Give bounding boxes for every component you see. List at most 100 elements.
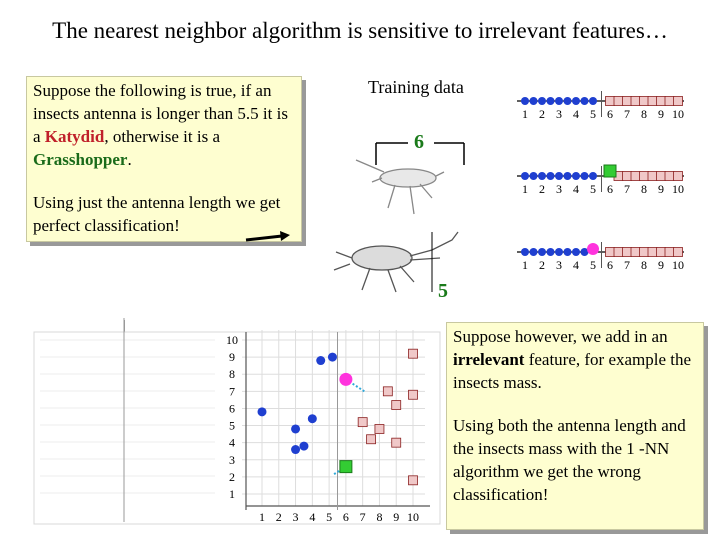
scatter-y-tick: 9 — [229, 350, 235, 364]
number-line-3-grasshopper-point — [538, 248, 546, 256]
scatter-query-green — [339, 460, 353, 474]
number-line-2-grasshopper-point — [529, 172, 538, 180]
number-line-1-tick-label: 4 — [573, 107, 579, 121]
slide-title: The nearest neighbor algorithm is sensit… — [52, 18, 668, 43]
number-line-3-katydid-point — [673, 247, 683, 257]
number-line-2-grasshopper-point — [572, 172, 580, 180]
number-line-1-grasshopper-point — [546, 97, 555, 105]
scatter-y-tick: 10 — [226, 333, 238, 347]
number-line-3-katydid-point — [630, 247, 641, 257]
training-data-label: Training data — [368, 77, 464, 97]
scatter-x-tick: 10 — [407, 510, 419, 524]
number-line-2-katydid-point — [622, 171, 632, 181]
scatter-grasshopper-point — [327, 352, 337, 362]
katydid-icon — [333, 231, 459, 293]
scatter-x-tick: 3 — [293, 510, 299, 524]
number-line-3-grasshopper-point — [521, 248, 529, 256]
number-line-2-grasshopper-point — [521, 172, 529, 180]
number-line-3-tick-label: 4 — [573, 258, 579, 272]
number-line-3-katydid-point — [656, 247, 666, 257]
number-line-1-katydid-point — [664, 96, 675, 106]
number-line-1-grasshopper-point — [521, 97, 529, 105]
number-line-2-katydid-point — [664, 171, 675, 181]
number-line-2-katydid-point — [656, 171, 666, 181]
irrelevant-feature-box: Suppose however, we add in an irrelevant… — [446, 322, 704, 530]
scatter-y-tick: 4 — [229, 436, 235, 450]
scatter-x-tick: 4 — [309, 510, 315, 524]
number-line-2-tick-label: 3 — [556, 182, 562, 196]
number-line-3-tick-label: 7 — [624, 258, 630, 272]
rule-text-c: . — [127, 150, 132, 169]
number-line-1-grasshopper-point — [589, 97, 597, 105]
number-line-1-tick-label: 7 — [624, 107, 630, 121]
number-line-3-tick-label: 1 — [522, 258, 528, 272]
irrelevant-text: Suppose however, we add in an irrelevant… — [453, 325, 697, 394]
number-line-2-grasshopper-point — [546, 172, 555, 180]
number-line-1-tick-label: 1 — [522, 107, 528, 121]
number-line-2-tick-label: 7 — [624, 182, 630, 196]
number-line-3-tick-label: 9 — [658, 258, 664, 272]
number-line-2-grasshopper-point — [589, 172, 597, 180]
number-line-3-tick-label: 10 — [672, 258, 684, 272]
scatter-y-tick: 1 — [229, 487, 235, 501]
scatter-query-pink — [339, 372, 353, 386]
number-line-1-katydid-point — [639, 96, 649, 106]
scatter-x-tick: 5 — [326, 510, 332, 524]
wrong-classification-text: Using both the antenna length and the in… — [453, 416, 686, 504]
number-line-1-katydid-point — [622, 96, 632, 106]
number-line-3-grasshopper-point — [529, 248, 538, 256]
number-line-1-katydid-point — [613, 96, 624, 106]
scatter-grasshopper-point — [291, 424, 301, 434]
number-line-3-tick-label: 3 — [556, 258, 562, 272]
number-line-3-katydid-point — [613, 247, 624, 257]
scatter-x-tick: 7 — [360, 510, 366, 524]
katydid-word: Katydid — [44, 127, 105, 146]
number-line-1-katydid-point — [656, 96, 666, 106]
arrow-head — [280, 231, 290, 241]
number-line-1-grasshopper-point — [580, 97, 589, 105]
scatter-x-tick: 9 — [393, 510, 399, 524]
rule-text-b: , otherwise it is a — [104, 127, 220, 146]
number-line-3-katydid-point — [622, 247, 632, 257]
scatter-y-tick: 6 — [229, 401, 235, 415]
number-line-2-grasshopper-point — [563, 172, 572, 180]
grasshopper-word: Grasshopper — [33, 150, 128, 169]
number-line-2-tick-label: 1 — [522, 182, 528, 196]
number-line-1-tick-label: 2 — [539, 107, 545, 121]
number-line-3-tick-label: 6 — [607, 258, 613, 272]
number-line-1-grasshopper-point — [555, 97, 563, 105]
rule-text-a: Suppose the following is true, if an ins… — [33, 81, 288, 146]
number-line-2-grasshopper-point — [580, 172, 589, 180]
number-line-3-grasshopper-point — [580, 248, 589, 256]
rule-text: Suppose the following is true, if an ins… — [33, 79, 295, 171]
number-line-3-tick-label: 5 — [590, 258, 596, 272]
grasshopper-icon — [355, 159, 445, 215]
number-line-2-tick-label: 5 — [590, 182, 596, 196]
number-line-2-katydid-point — [639, 171, 649, 181]
number-line-1-katydid-point — [647, 96, 658, 106]
scatter-grasshopper-point — [257, 407, 267, 417]
perfect-classification-text: Using just the antenna length we get per… — [33, 193, 281, 235]
scatter-x-tick: 6 — [343, 510, 349, 524]
number-line-3-tick-label: 2 — [539, 258, 545, 272]
scatter-x-tick: 1 — [259, 510, 265, 524]
number-line-1-katydid-point — [630, 96, 641, 106]
scatter-y-tick: 5 — [229, 419, 235, 433]
katydid-rule-box: Suppose the following is true, if an ins… — [26, 76, 302, 242]
green-neighbor-link — [331, 465, 347, 477]
number-line-2-tick-label: 6 — [607, 182, 613, 196]
scatter-y-tick: 3 — [229, 453, 235, 467]
number-line-3-grasshopper-point — [546, 248, 555, 256]
scatter-y-tick: 7 — [229, 384, 235, 398]
scatter-katydid-point — [408, 348, 418, 359]
scatter-y-tick: 2 — [229, 470, 235, 484]
number-line-1-tick-label: 6 — [607, 107, 613, 121]
number-line-2-katydid-point — [630, 171, 641, 181]
number-line-2-katydid-point — [647, 171, 658, 181]
number-line-3-grasshopper-point — [555, 248, 563, 256]
number-line-1-tick-label: 5 — [590, 107, 596, 121]
irrelevant-text-a: Suppose however, we add in an — [453, 327, 668, 346]
scatter-grasshopper-point — [307, 414, 317, 424]
number-line-2-tick-label: 2 — [539, 182, 545, 196]
